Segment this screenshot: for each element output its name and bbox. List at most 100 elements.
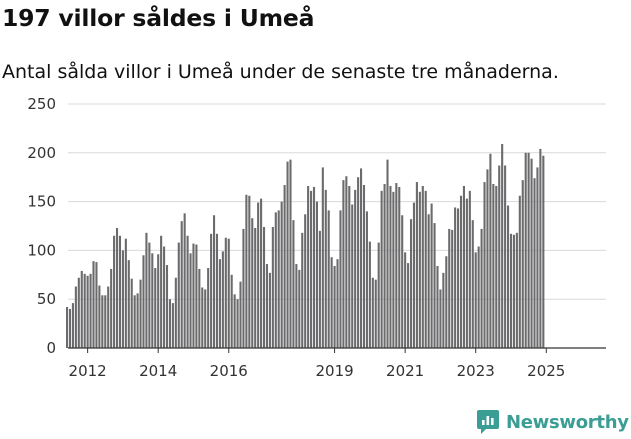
bar: [71, 303, 74, 348]
bar: [198, 268, 201, 348]
x-tick-label: 2023: [457, 362, 495, 380]
bar: [292, 220, 295, 348]
bar: [177, 242, 180, 348]
bar: [171, 303, 174, 348]
bar: [439, 289, 442, 348]
bar: [165, 265, 169, 348]
bar: [239, 281, 242, 348]
bar: [130, 278, 133, 348]
newsworthy-logo: Newsworthy: [476, 409, 629, 435]
bar: [398, 186, 401, 348]
x-tick-label: 2021: [386, 362, 424, 380]
bar: [257, 202, 260, 348]
bar: [377, 242, 380, 348]
bar: [451, 229, 454, 348]
bar: [324, 189, 327, 348]
bar: [480, 228, 483, 348]
bar: [333, 266, 336, 348]
bar: [163, 246, 166, 348]
chart-title: 197 villor såldes i Umeå: [2, 4, 315, 32]
bar: [274, 212, 277, 348]
bar: [448, 228, 451, 348]
bar: [183, 213, 186, 348]
bar: [298, 269, 301, 348]
y-tick-label: 50: [37, 290, 56, 308]
bar: [330, 257, 333, 348]
bar: [360, 168, 363, 348]
bar: [77, 277, 80, 348]
bar: [392, 191, 395, 348]
bar: [204, 289, 207, 348]
bar: [345, 176, 348, 348]
bar: [180, 221, 183, 348]
bar: [98, 285, 101, 348]
bar: [368, 241, 371, 348]
bar: [192, 243, 195, 348]
bar: [512, 234, 515, 348]
bar: [207, 267, 210, 348]
bar: [118, 235, 122, 348]
bar: [524, 152, 527, 348]
bar: [518, 195, 521, 348]
chart-subtitle: Antal sålda villor i Umeå under de senas…: [2, 61, 559, 83]
bar: [277, 210, 280, 348]
bar: [371, 277, 374, 348]
bar: [286, 161, 289, 348]
bar: [233, 294, 236, 348]
bar: [113, 235, 116, 348]
bar: [474, 252, 477, 348]
bar: [133, 295, 136, 348]
bar: [424, 190, 427, 348]
y-tick-label: 200: [27, 144, 56, 162]
bar: [218, 259, 221, 348]
bar: [236, 299, 239, 348]
bar: [380, 190, 383, 348]
bar: [539, 148, 542, 348]
bar: [477, 246, 480, 348]
bar: [401, 215, 404, 348]
bar: [83, 273, 86, 348]
bar: [66, 307, 69, 348]
bar: [160, 235, 163, 348]
bar: [483, 182, 486, 348]
bar: [115, 227, 119, 348]
bar: [186, 235, 189, 348]
axes: [68, 347, 606, 353]
bar: [283, 185, 286, 348]
x-tick-label: 2019: [315, 362, 353, 380]
bar: [215, 233, 219, 348]
bar: [145, 232, 148, 348]
bar: [310, 190, 313, 348]
bar: [104, 295, 107, 348]
bar: [457, 208, 460, 348]
bar: [421, 185, 424, 348]
y-tick-label: 150: [27, 193, 56, 211]
bar: [454, 207, 457, 348]
bar: [315, 201, 318, 348]
bar: [174, 277, 177, 348]
bar: [221, 251, 224, 348]
bar: [260, 198, 263, 348]
x-tick-label: 2014: [139, 362, 177, 380]
bar: [124, 238, 127, 348]
bar: [442, 272, 445, 348]
bar: [136, 293, 139, 348]
bar: [121, 250, 124, 348]
bar: [289, 159, 292, 348]
bar: [154, 267, 157, 348]
bar: [486, 169, 489, 348]
highlight-data-label: 197: [563, 0, 590, 4]
bar: [498, 165, 501, 348]
bar: [301, 232, 304, 348]
newsworthy-logo-text: Newsworthy: [506, 411, 629, 433]
bar: [533, 178, 536, 348]
bar: [321, 167, 324, 348]
bar: [415, 182, 418, 348]
bar: [365, 211, 368, 348]
bar: [507, 205, 510, 348]
bar: [92, 261, 95, 348]
bar: [383, 184, 386, 348]
bar: [95, 262, 98, 348]
bar: [427, 214, 430, 348]
labels: 0 50 100 150 200 250 2012 2014 2016 2019 2021 2023 2…: [27, 0, 590, 380]
